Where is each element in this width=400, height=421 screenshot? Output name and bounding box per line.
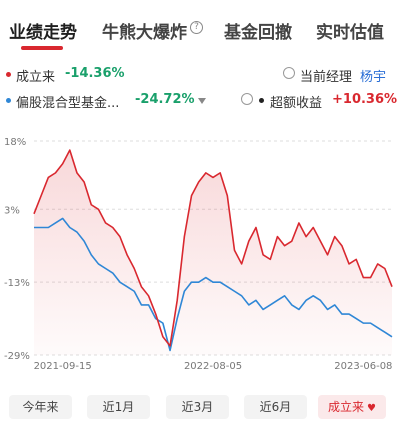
y-tick-label: -13%: [4, 278, 30, 289]
current-manager-label: 当前经理: [300, 70, 353, 85]
x-tick-label: 2021-09-15: [34, 361, 92, 372]
period-3m-button[interactable]: 近3月: [166, 395, 229, 419]
fund-series-line: [33, 149, 393, 347]
fund-series-area: [34, 150, 392, 355]
tab-bull-bear-label: 牛熊大爆炸: [102, 23, 187, 43]
active-tab-indicator: [21, 46, 63, 50]
benchmark-series-return: -24.72%: [135, 92, 195, 107]
y-tick-label: -29%: [4, 351, 30, 362]
help-icon[interactable]: ?: [190, 21, 203, 34]
x-tick-label: 2022-08-05: [184, 361, 242, 372]
period-6m-button[interactable]: 近6月: [244, 395, 307, 419]
fund-series-dot: [6, 72, 11, 77]
excess-return-label: 超额收益: [270, 96, 323, 111]
tab-bull-bear[interactable]: 牛熊大爆炸?: [102, 18, 203, 43]
y-tick-label: 18%: [4, 137, 26, 148]
tab-bar: 业绩走势 牛熊大爆炸? 基金回撤 实时估值: [0, 0, 400, 56]
legend-row-fund: 成立来 -14.36% 当前经理 杨宇: [0, 64, 400, 86]
x-tick-label: 2023-06-08: [334, 361, 392, 372]
period-ytd-button[interactable]: 今年来: [9, 395, 72, 419]
fund-series-name: 成立来: [16, 70, 56, 85]
fund-series-return: -14.36%: [65, 66, 125, 81]
legend-row-benchmark: 偏股混合型基金... -24.72% 超额收益 +10.36%: [0, 90, 400, 112]
tab-realtime-estimate[interactable]: 实时估值: [316, 23, 384, 43]
benchmark-series-name: 偏股混合型基金...: [16, 96, 120, 111]
excess-return-radio[interactable]: [241, 93, 253, 105]
period-1m-button[interactable]: 近1月: [87, 395, 150, 419]
current-manager-radio[interactable]: [283, 67, 295, 79]
performance-chart[interactable]: 18% 3% -13% -29% 2021-09-15 2022-08-05 2023-0…: [0, 125, 400, 385]
y-tick-label: 3%: [4, 205, 20, 216]
excess-return-dot: [259, 98, 264, 103]
tab-performance[interactable]: 业绩走势: [9, 23, 77, 43]
benchmark-series-line: [34, 217, 393, 352]
manager-name-link[interactable]: 杨宇: [360, 70, 387, 85]
heart-icon: ♥: [367, 403, 376, 414]
period-since-inception-label: 成立来: [328, 400, 365, 414]
benchmark-series-dot: [6, 98, 11, 103]
period-since-inception-button[interactable]: 成立来 ♥: [318, 395, 386, 419]
tab-drawdown[interactable]: 基金回撤: [224, 23, 292, 43]
benchmark-dropdown-icon[interactable]: [198, 98, 206, 104]
period-selector: 今年来 近1月 近3月 近6月 成立来 ♥: [0, 392, 400, 420]
excess-return-value: +10.36%: [332, 92, 398, 107]
